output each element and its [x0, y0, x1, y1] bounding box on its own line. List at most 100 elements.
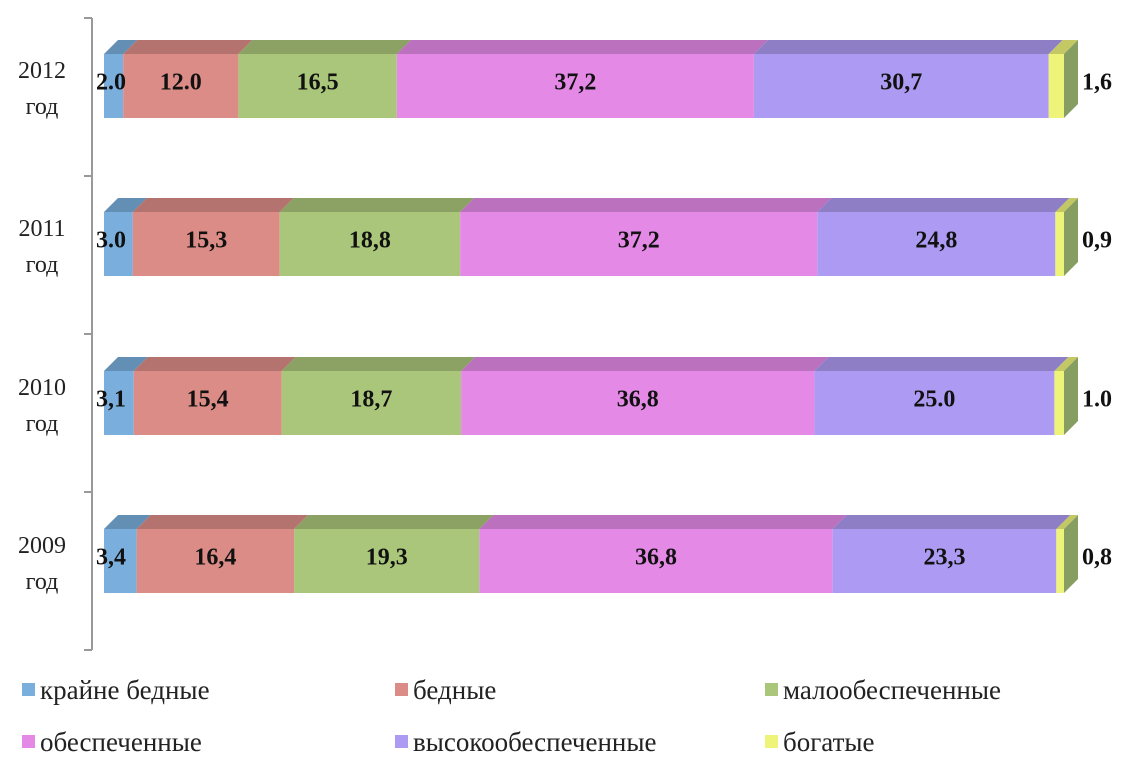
- data-label: 18,8: [349, 228, 391, 254]
- bar-segment: [461, 371, 815, 435]
- category-axis-ticks: [84, 17, 92, 651]
- bar-segment: [294, 529, 480, 593]
- bar-segment-top: [136, 515, 309, 529]
- legend-swatch: [22, 735, 35, 748]
- bar-segment-top: [817, 198, 1070, 212]
- data-label: 37,2: [554, 70, 596, 96]
- legend-label: высокообеспеченные: [413, 727, 657, 757]
- bar-segment-top: [104, 198, 147, 212]
- bar-segment-top: [104, 357, 148, 371]
- bar-segment-top: [396, 40, 768, 54]
- legend-swatch: [765, 735, 778, 748]
- data-label: 1,6: [1082, 70, 1112, 96]
- category-label-year: 2009: [18, 533, 66, 559]
- bar-segment: [479, 529, 833, 593]
- bar-side-face: [1064, 515, 1078, 593]
- bar-segment: [136, 529, 295, 593]
- bar-segment: [104, 371, 134, 435]
- bar-segment: [104, 54, 124, 118]
- bar-segment: [1054, 371, 1064, 435]
- bar-segment-top: [238, 40, 411, 54]
- data-label: 15,3: [185, 228, 227, 254]
- bar-segment-top: [123, 40, 253, 54]
- bar-segment: [279, 212, 461, 276]
- data-label: 18,7: [350, 387, 392, 413]
- bar-segment: [396, 54, 754, 118]
- bar-segment: [123, 54, 239, 118]
- legend: крайне бедные бедные малообеспеченные обесп…: [22, 675, 1001, 757]
- bar-segment-top: [104, 515, 151, 529]
- bar-segment: [1056, 529, 1064, 593]
- bar-segment-top: [832, 515, 1071, 529]
- data-label: 1.0: [1082, 387, 1112, 413]
- bar-side-face: [1064, 198, 1078, 276]
- bar-segment-top: [753, 40, 1063, 54]
- legend-label: обеспеченные: [40, 727, 202, 757]
- data-label: 36,8: [635, 545, 677, 571]
- data-label: 25.0: [913, 387, 955, 413]
- category-label-unit: год: [26, 569, 59, 595]
- category-label-unit: год: [26, 94, 59, 120]
- bar-segment-top: [132, 198, 294, 212]
- bar-segment: [281, 371, 462, 435]
- bar-segment: [814, 371, 1055, 435]
- data-label: 0,8: [1082, 545, 1112, 571]
- category-label-unit: год: [26, 411, 59, 437]
- category-label-unit: год: [26, 252, 59, 278]
- bar-segment: [832, 529, 1057, 593]
- bar-segment-top: [461, 357, 829, 371]
- data-label: 37,2: [618, 228, 660, 254]
- bar-segment-top: [479, 515, 847, 529]
- data-label: 16,5: [297, 70, 339, 96]
- legend-swatch: [765, 683, 778, 696]
- legend-label: малообеспеченные: [783, 675, 1001, 705]
- legend-label: крайне бедные: [40, 675, 210, 705]
- data-label: 0,9: [1082, 228, 1112, 254]
- bar-segment-top: [460, 198, 832, 212]
- data-label: 30,7: [880, 70, 922, 96]
- legend-swatch: [22, 683, 35, 696]
- data-label: 23,3: [923, 545, 965, 571]
- bar-side-face: [1064, 357, 1078, 435]
- bar-segment-top: [104, 40, 138, 54]
- data-label: 19,3: [366, 545, 408, 571]
- data-labels: 2.0 12.0 16,5 37,2 30,7 1,6 3.0 15,3 18,8 37,2 24,…: [96, 70, 1112, 571]
- data-label: 3,1: [96, 387, 126, 413]
- category-label-year: 2012: [18, 58, 66, 84]
- bar-segment: [238, 54, 397, 118]
- bar-segment-top: [1055, 198, 1078, 212]
- bar-segments: [104, 40, 1078, 593]
- category-label-year: 2010: [18, 375, 66, 401]
- legend-label: богатые: [783, 727, 875, 757]
- bar-side-face: [1064, 40, 1078, 118]
- bar-segment: [133, 371, 282, 435]
- bar-segment: [1055, 212, 1064, 276]
- data-label: 12.0: [160, 70, 202, 96]
- data-label: 2.0: [96, 70, 126, 96]
- category-labels: 2012 год 2011 год 2010 год 2009 год: [18, 58, 66, 595]
- legend-swatch: [395, 683, 408, 696]
- data-label: 36,8: [617, 387, 659, 413]
- data-label: 3.0: [96, 228, 126, 254]
- bar-segment: [460, 212, 818, 276]
- data-label: 3,4: [96, 545, 126, 571]
- bar-segment-top: [281, 357, 476, 371]
- bar-segment: [104, 529, 137, 593]
- bar-segment-top: [814, 357, 1069, 371]
- data-label: 16,4: [194, 545, 236, 571]
- bar-segment: [1048, 54, 1064, 118]
- bar-segment-top: [133, 357, 296, 371]
- bar-segment-top: [1056, 515, 1078, 529]
- category-label-year: 2011: [18, 216, 65, 242]
- bar-segment: [817, 212, 1056, 276]
- bar-segment: [753, 54, 1049, 118]
- legend-swatch: [395, 735, 408, 748]
- data-label: 15,4: [187, 387, 229, 413]
- bar-segment: [132, 212, 280, 276]
- bar-segment-top: [279, 198, 475, 212]
- bar-segment-top: [1048, 40, 1078, 54]
- legend-label: бедные: [413, 675, 496, 705]
- bar-segment: [104, 212, 133, 276]
- data-label: 24,8: [915, 228, 957, 254]
